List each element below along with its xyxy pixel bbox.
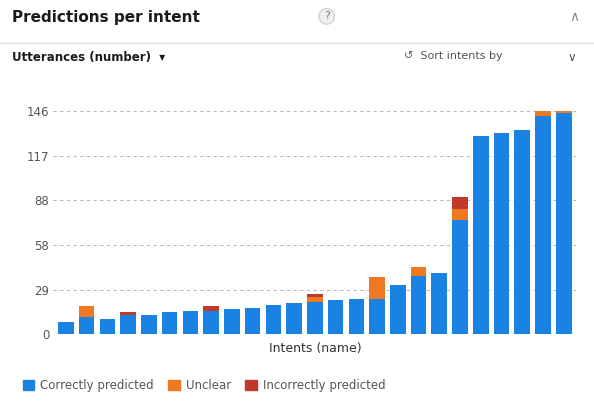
Bar: [203, 306, 219, 311]
Bar: [390, 285, 406, 334]
Bar: [121, 315, 136, 334]
Bar: [286, 303, 302, 334]
Bar: [556, 112, 571, 113]
Bar: [494, 133, 509, 334]
Bar: [369, 278, 385, 299]
Bar: [307, 294, 323, 297]
Bar: [307, 297, 323, 302]
Text: Utterances (number)  ▾: Utterances (number) ▾: [12, 51, 165, 64]
Bar: [79, 317, 94, 334]
Text: Predictions per intent: Predictions per intent: [12, 10, 200, 25]
Bar: [411, 267, 426, 276]
X-axis label: Intents (name): Intents (name): [268, 342, 361, 355]
Bar: [452, 197, 468, 209]
Bar: [58, 322, 74, 334]
Bar: [349, 299, 364, 334]
Text: ∨: ∨: [567, 51, 576, 64]
Bar: [431, 273, 447, 334]
Bar: [182, 311, 198, 334]
Bar: [100, 319, 115, 334]
Bar: [556, 113, 571, 334]
Legend: Correctly predicted, Unclear, Incorrectly predicted: Correctly predicted, Unclear, Incorrectl…: [18, 374, 390, 397]
Bar: [307, 302, 323, 334]
Bar: [452, 219, 468, 334]
Bar: [411, 276, 426, 334]
Bar: [141, 315, 157, 334]
Bar: [452, 209, 468, 219]
Bar: [79, 306, 94, 317]
Bar: [121, 313, 136, 315]
Bar: [514, 130, 530, 334]
Bar: [203, 311, 219, 334]
Bar: [535, 112, 551, 116]
Bar: [224, 309, 239, 334]
Text: ∧: ∧: [569, 10, 579, 24]
Text: ↺  Sort intents by: ↺ Sort intents by: [404, 51, 503, 61]
Bar: [266, 305, 281, 334]
Bar: [535, 116, 551, 334]
Bar: [328, 300, 343, 334]
Text: ?: ?: [324, 11, 330, 22]
Bar: [369, 299, 385, 334]
Bar: [162, 313, 178, 334]
Bar: [473, 136, 488, 334]
Bar: [245, 308, 260, 334]
